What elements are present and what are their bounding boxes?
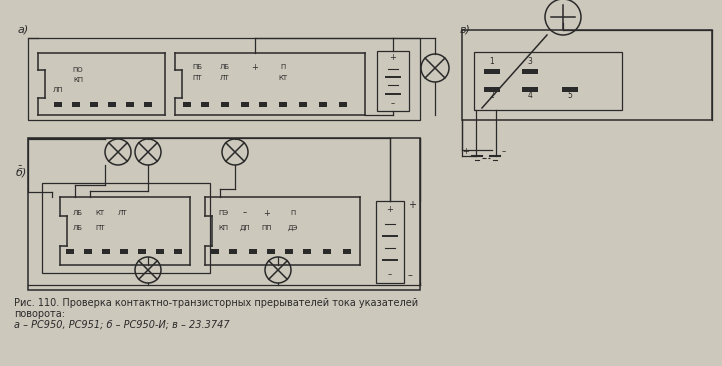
Bar (249, 249, 257, 254)
Bar (462, 30, 712, 120)
Text: 4: 4 (528, 92, 532, 101)
Text: КП: КП (218, 225, 228, 231)
Text: в): в) (460, 24, 471, 34)
Bar (126, 102, 134, 107)
Text: а): а) (18, 24, 30, 34)
Bar (484, 87, 500, 92)
Text: +: + (386, 205, 393, 213)
Text: ЛБ: ЛБ (220, 64, 230, 70)
Bar (183, 102, 191, 107)
Bar (376, 201, 404, 283)
Text: КП: КП (73, 77, 83, 83)
Text: +: + (264, 209, 271, 217)
Bar (522, 69, 538, 74)
Text: а – РС950, РС951; б – РС950-И; в – 23.3747: а – РС950, РС951; б – РС950-И; в – 23.37… (14, 320, 230, 330)
Bar (241, 102, 249, 107)
Bar (303, 249, 311, 254)
Text: –: – (391, 100, 395, 108)
Bar (156, 249, 164, 254)
Bar (90, 102, 98, 107)
Text: –: – (243, 209, 247, 217)
Text: П: П (280, 64, 286, 70)
Bar (72, 102, 80, 107)
Bar (339, 102, 347, 107)
Bar (28, 38, 420, 120)
Text: ДП: ДП (240, 225, 251, 231)
Text: ПО: ПО (73, 67, 83, 73)
Bar (319, 102, 327, 107)
Bar (144, 102, 152, 107)
Bar (377, 51, 409, 111)
Bar (343, 249, 351, 254)
Bar (201, 102, 209, 107)
Bar (484, 69, 500, 74)
Text: ДЭ: ДЭ (288, 225, 298, 231)
Text: 5: 5 (567, 92, 573, 101)
Text: ПТ: ПТ (192, 75, 201, 81)
Text: ПБ: ПБ (192, 64, 202, 70)
Bar (42, 183, 210, 273)
Bar (259, 102, 267, 107)
Text: ЛП: ЛП (53, 87, 64, 93)
Text: КТ: КТ (95, 210, 105, 216)
Text: 1: 1 (490, 56, 495, 66)
Bar (120, 249, 128, 254)
Text: $\bar{б}$): $\bar{б}$) (15, 164, 27, 180)
Bar (279, 102, 287, 107)
Bar (562, 87, 578, 92)
Text: ПТ: ПТ (95, 225, 105, 231)
Text: –: – (502, 147, 506, 157)
Bar (285, 249, 293, 254)
Bar (102, 249, 110, 254)
Bar (28, 138, 420, 290)
Bar (323, 249, 331, 254)
Text: П: П (290, 210, 295, 216)
Bar (174, 249, 182, 254)
Text: ПЭ: ПЭ (218, 210, 228, 216)
Bar (299, 102, 307, 107)
Bar (84, 249, 92, 254)
Bar (267, 249, 275, 254)
Text: ПП: ПП (262, 225, 272, 231)
Bar (474, 52, 622, 110)
Text: +: + (390, 53, 396, 63)
Bar (66, 249, 74, 254)
Text: +: + (463, 147, 469, 157)
Text: –: – (388, 270, 392, 280)
Bar (522, 87, 538, 92)
Text: 2: 2 (490, 92, 495, 101)
Bar (221, 102, 229, 107)
Bar (54, 102, 62, 107)
Bar (211, 249, 219, 254)
Text: 3: 3 (528, 56, 532, 66)
Text: КТ: КТ (279, 75, 287, 81)
Text: поворота:: поворота: (14, 309, 65, 319)
Text: –: – (408, 270, 413, 280)
Text: Рис. 110. Проверка контактно-транзисторных прерывателей тока указателей: Рис. 110. Проверка контактно-транзисторн… (14, 298, 418, 308)
Bar (229, 249, 237, 254)
Text: +: + (408, 200, 416, 210)
Text: +: + (251, 63, 258, 71)
Bar (138, 249, 146, 254)
Text: ЛТ: ЛТ (220, 75, 230, 81)
Text: ЛБ: ЛБ (73, 225, 83, 231)
Bar (108, 102, 116, 107)
Text: ЛБ: ЛБ (73, 210, 83, 216)
Text: ЛТ: ЛТ (117, 210, 127, 216)
